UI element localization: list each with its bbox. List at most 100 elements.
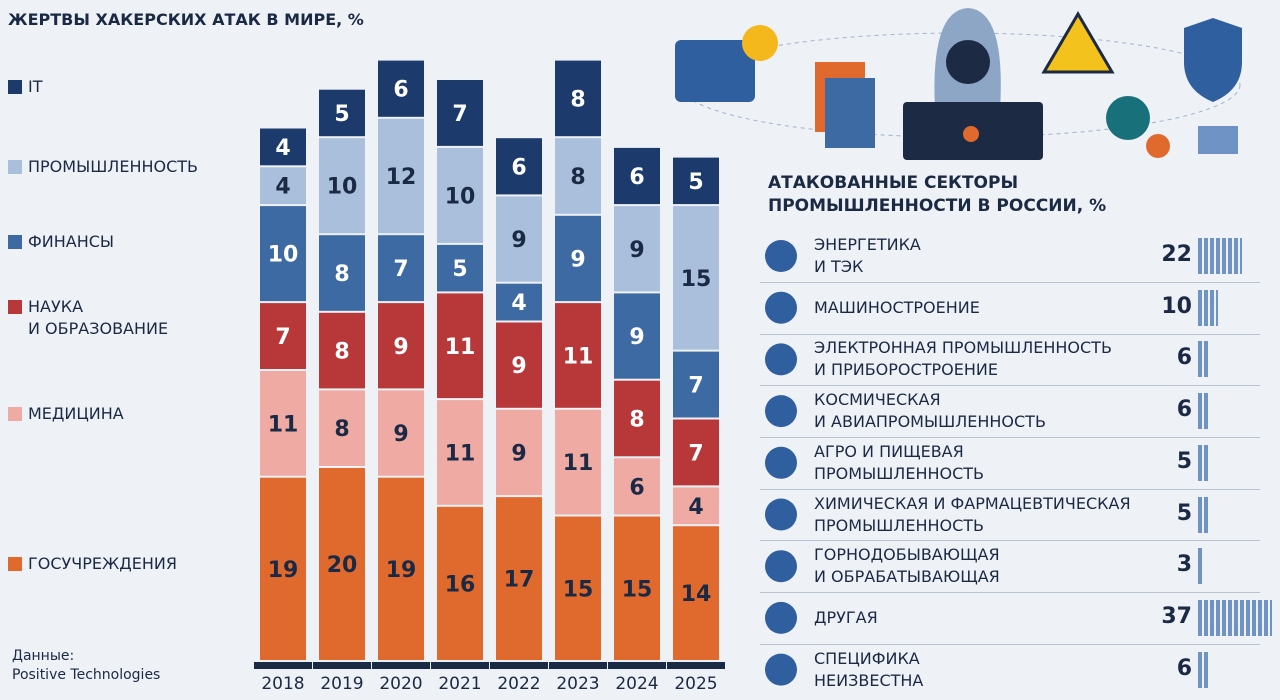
legend-swatch bbox=[8, 407, 22, 421]
bar-segment bbox=[319, 235, 365, 311]
bar-segment bbox=[555, 409, 601, 515]
legend-label: ГОСУЧРЕЖДЕНИЯ bbox=[28, 554, 177, 573]
data-label: 4 bbox=[688, 495, 703, 520]
row-label: ЭЛЕКТРОННАЯ ПРОМЫШЛЕННОСТЬ И ПРИБОРОСТРО… bbox=[814, 338, 1112, 380]
data-label: 5 bbox=[1176, 500, 1192, 526]
bar-segment bbox=[673, 419, 719, 486]
illustration bbox=[675, 8, 1242, 160]
row-icon bbox=[765, 343, 797, 376]
bar-segment bbox=[496, 322, 542, 408]
data-label: 11 bbox=[445, 441, 476, 466]
bar-segment bbox=[378, 235, 424, 302]
bar-segment bbox=[614, 380, 660, 457]
bar-segment bbox=[319, 390, 365, 466]
data-label: 4 bbox=[511, 291, 526, 316]
bar-segment bbox=[496, 138, 542, 195]
data-label: 15 bbox=[681, 267, 712, 292]
legend-label: IT bbox=[28, 77, 43, 96]
chart-title: ЖЕРТВЫ ХАКЕРСКИХ АТАК В МИРЕ, % bbox=[8, 10, 364, 29]
bar-segment bbox=[614, 206, 660, 292]
bar-segment bbox=[260, 303, 306, 369]
data-label: 7 bbox=[275, 325, 290, 350]
data-label: 9 bbox=[629, 238, 644, 263]
bar-segment bbox=[555, 303, 601, 408]
row-icon bbox=[765, 446, 797, 479]
bar bbox=[1198, 651, 1210, 688]
bar-segment bbox=[673, 526, 719, 660]
x-tick-label: 2023 bbox=[556, 674, 599, 694]
data-label: 8 bbox=[570, 87, 585, 112]
bar-segment bbox=[614, 458, 660, 515]
data-label: 4 bbox=[275, 175, 290, 200]
separator bbox=[760, 592, 1260, 594]
bar-segment bbox=[437, 244, 483, 292]
source-label: Данные: bbox=[12, 648, 75, 664]
legend-label: МЕДИЦИНА bbox=[28, 404, 124, 423]
data-label: 5 bbox=[452, 257, 467, 282]
bar-segment bbox=[437, 80, 483, 146]
data-label: 12 bbox=[386, 165, 417, 190]
data-label: 8 bbox=[334, 340, 349, 365]
bar-segment bbox=[496, 196, 542, 282]
bar-segment bbox=[555, 138, 601, 214]
bar-segment bbox=[260, 371, 306, 476]
source: Positive Technologies bbox=[12, 667, 161, 683]
data-label: 7 bbox=[452, 102, 467, 127]
data-label: 8 bbox=[629, 408, 644, 433]
bar-segment bbox=[555, 60, 601, 137]
data-label: 6 bbox=[1176, 345, 1192, 371]
x-tick-label: 2025 bbox=[674, 674, 717, 694]
bar-segment bbox=[614, 147, 660, 205]
data-label: 7 bbox=[688, 441, 703, 466]
data-label: 6 bbox=[1176, 655, 1192, 681]
legend-label: НАУКА И ОБРАЗОВАНИЕ bbox=[28, 297, 169, 338]
row-icon bbox=[765, 498, 797, 531]
data-label: 10 bbox=[327, 175, 358, 200]
data-label: 11 bbox=[268, 412, 299, 437]
bar-segment bbox=[319, 468, 365, 660]
data-label: 15 bbox=[563, 577, 594, 602]
bar-segment bbox=[319, 312, 365, 389]
data-label: 3 bbox=[1176, 552, 1192, 578]
data-label: 9 bbox=[511, 441, 526, 466]
row-icon bbox=[765, 550, 797, 583]
bar-segment bbox=[319, 89, 365, 137]
bar-segment bbox=[496, 283, 542, 321]
data-label: 9 bbox=[511, 354, 526, 379]
data-label: 6 bbox=[511, 155, 526, 180]
data-label: 4 bbox=[275, 136, 290, 161]
data-label: 37 bbox=[1161, 603, 1192, 629]
data-label: 8 bbox=[570, 165, 585, 190]
separator bbox=[760, 436, 1260, 438]
data-label: 8 bbox=[334, 417, 349, 442]
bar-segment bbox=[378, 60, 424, 117]
bar-segment bbox=[614, 293, 660, 379]
baseline bbox=[372, 662, 430, 669]
baseline bbox=[490, 662, 548, 669]
bar-segment bbox=[378, 390, 424, 476]
bar-segment bbox=[260, 128, 306, 166]
separator bbox=[760, 488, 1260, 490]
data-label: 6 bbox=[629, 165, 644, 190]
separator bbox=[760, 281, 1260, 283]
bar-segment bbox=[260, 477, 306, 660]
legend-swatch bbox=[8, 235, 22, 249]
bar-segment bbox=[496, 409, 542, 496]
data-label: 10 bbox=[445, 184, 476, 209]
bar-segment bbox=[673, 206, 719, 350]
bar bbox=[1198, 599, 1272, 636]
bar-segment bbox=[437, 400, 483, 505]
data-label: 22 bbox=[1161, 242, 1192, 267]
separator bbox=[760, 540, 1260, 542]
data-label: 19 bbox=[386, 558, 417, 583]
data-label: 11 bbox=[563, 344, 594, 369]
row-label: ГОРНОДОБЫВАЮЩАЯ И ОБРАБАТЫВАЮЩАЯ bbox=[814, 545, 1000, 587]
bar-segment bbox=[673, 487, 719, 525]
row-icon bbox=[765, 395, 797, 428]
bar-segment bbox=[260, 167, 306, 205]
row-label: ХИМИЧЕСКАЯ И ФАРМАЦЕВТИЧЕСКАЯ ПРОМЫШЛЕНН… bbox=[814, 493, 1131, 535]
separator bbox=[760, 333, 1260, 335]
bar bbox=[1198, 393, 1210, 430]
